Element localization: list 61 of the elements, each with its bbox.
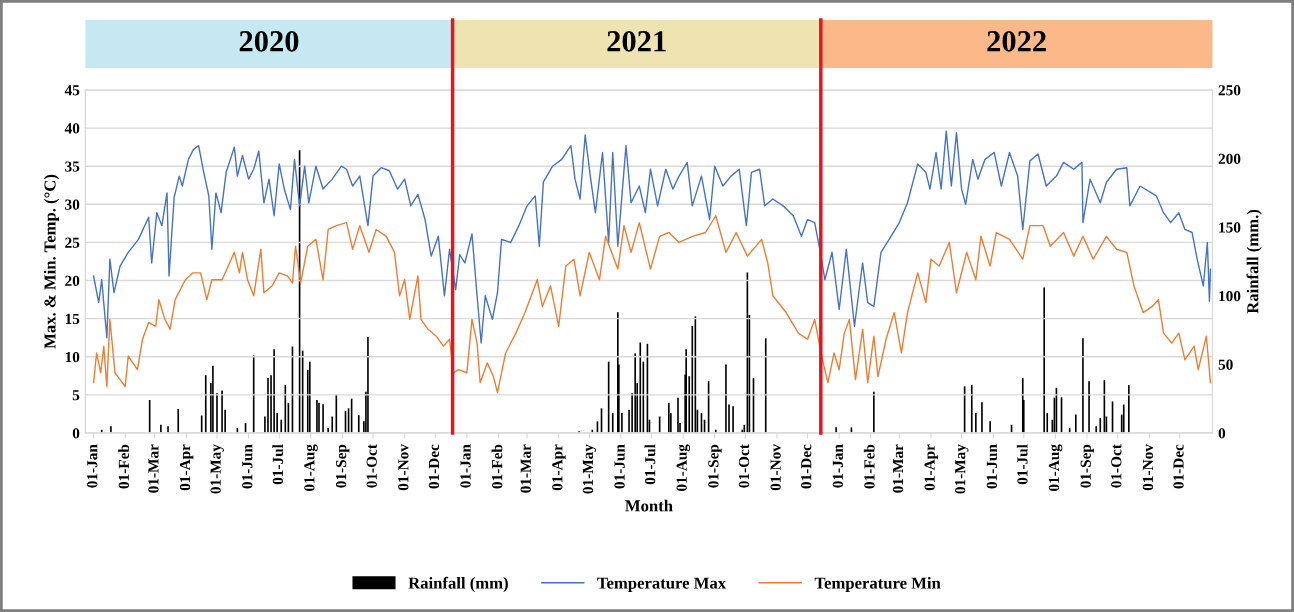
y2-tick-label: 150 <box>1219 222 1241 233</box>
x-tick-label: 01-May <box>955 444 969 494</box>
x-tick-label: 01-Dec <box>428 444 440 489</box>
x-tick-label: 01-Aug <box>676 444 691 492</box>
x-tick-label: 01-Jul <box>1016 444 1028 485</box>
x-tick-label: 01-Aug <box>304 444 318 492</box>
text: 2020 <box>239 31 299 52</box>
x-tick-label: 01-Nov <box>398 444 409 491</box>
x-tick-label: 01-Mar <box>148 444 159 493</box>
x-tick-label: 01-Mar <box>520 444 531 493</box>
legend-label: Rainfall (mm) <box>408 576 508 593</box>
x-tick-label: 01-Mar <box>892 444 904 493</box>
x-tick-label: 01-Feb <box>863 444 875 489</box>
x-tick-label: 01-Jun <box>986 444 998 489</box>
y-tick-label: 15 <box>65 313 80 325</box>
y2-tick-label: 200 <box>1218 153 1241 165</box>
y-tick-label: 25 <box>65 237 80 248</box>
x-tick-label: 01-Dec <box>801 444 812 489</box>
y-tick-label: 40 <box>64 123 80 134</box>
x-tick-label: 01-Oct <box>1111 444 1122 488</box>
x-tick-label: 01-Aug <box>1048 444 1063 492</box>
x-tick-label: 01-Apr <box>924 444 938 491</box>
y-tick-label: 20 <box>65 275 80 286</box>
x-tick-label: 01-Jun <box>242 444 253 489</box>
y-axis-title: Max. & Min. Temp. (°C) <box>43 174 60 349</box>
x-tick-label: 01-Oct <box>738 444 750 488</box>
x-tick-label: 01-Sep <box>708 444 722 488</box>
x-tick-label: 01-Jan <box>87 444 98 488</box>
x-tick-label: 01-Sep <box>1080 444 1094 488</box>
x-tick-label: 01-Nov <box>1142 444 1154 491</box>
x-tick-label: 01-Oct <box>366 444 377 488</box>
x-tick-label: 01-Feb <box>118 444 130 489</box>
x-tick-label: 01-Feb <box>491 444 503 489</box>
x-tick-label: 01-Jul <box>644 444 656 485</box>
y-tick-label: 35 <box>65 161 80 172</box>
y-tick-label: 45 <box>64 85 80 96</box>
y2-tick-label: 250 <box>1218 85 1241 96</box>
x-tick-label: 01-Apr <box>552 444 566 491</box>
x-tick-label: 01-Jan <box>832 444 843 488</box>
y2-tick-label: 100 <box>1219 290 1241 302</box>
x-tick-label: 01-May <box>582 444 597 494</box>
y2-tick-label: 50 <box>1218 359 1233 370</box>
y-tick-label: 0 <box>72 428 80 439</box>
x-tick-label: 01-Jun <box>614 444 625 489</box>
legend-label: Temperature Min <box>814 576 941 593</box>
x-tick-label: 01-Jul <box>272 444 284 485</box>
x-tick-label: 01-Jan <box>460 444 471 488</box>
x-tick-label: 01-Dec <box>1173 444 1184 489</box>
text: 2022 <box>987 31 1046 52</box>
y-tick-label: 30 <box>65 199 80 210</box>
x-tick-label: 01-Apr <box>179 444 194 491</box>
y2-tick-label: 0 <box>1218 428 1226 439</box>
x-tick-label: 01-May <box>210 444 224 494</box>
y-tick-label: 10 <box>65 351 80 363</box>
text: 2021 <box>607 31 666 52</box>
x-tick-label: 01-Nov <box>770 444 781 491</box>
x-axis-title: Month <box>625 499 673 512</box>
x-tick-label: 01-Sep <box>335 444 350 488</box>
legend-label: Temperature Max <box>597 577 727 593</box>
y-tick-label: 5 <box>72 390 80 401</box>
y2-axis-title: Rainfall (mm.) <box>1246 209 1262 314</box>
